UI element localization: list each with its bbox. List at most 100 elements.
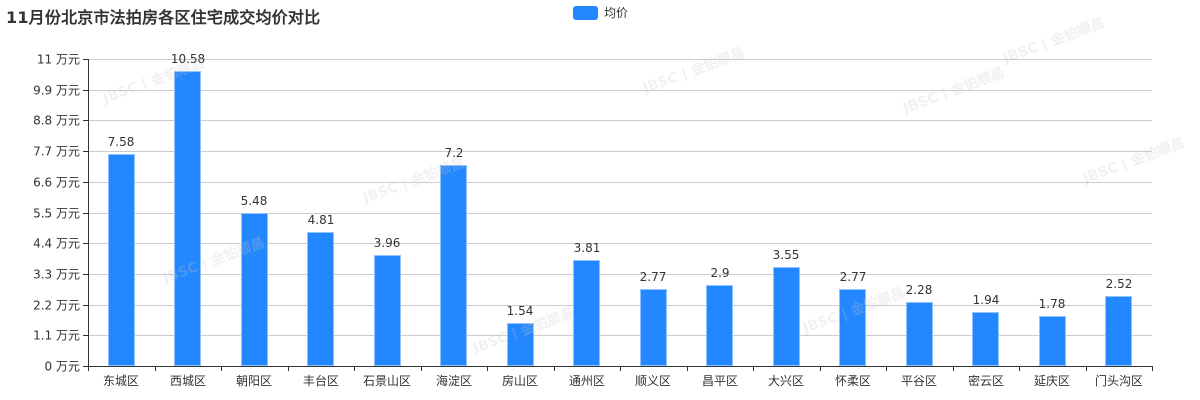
gridline: [88, 90, 1152, 91]
bar-value-label: 2.77: [639, 270, 667, 284]
x-axis-tick: [1152, 366, 1153, 371]
x-axis-tick: [620, 366, 621, 371]
bar-value-label: 2.77: [839, 270, 867, 284]
y-axis-label: 9.9 万元: [33, 83, 80, 98]
x-axis-tick: [421, 366, 422, 371]
bar-value-label: 4.81: [307, 213, 335, 227]
y-axis-label: 1.1 万元: [33, 328, 80, 343]
legend-swatch: [573, 5, 598, 20]
x-axis-tick: [687, 366, 688, 371]
x-axis-tick: [820, 366, 821, 371]
x-axis-tick: [354, 366, 355, 371]
bar-10[interactable]: [773, 267, 800, 366]
x-axis-label: 大兴区: [767, 374, 804, 388]
bar-3[interactable]: [307, 232, 334, 366]
x-axis-label: 昌平区: [701, 374, 738, 388]
x-axis-tick: [288, 366, 289, 371]
y-axis-tick: [83, 305, 88, 306]
y-axis-label: 8.8 万元: [33, 113, 80, 128]
x-axis-tick: [221, 366, 222, 371]
y-axis-label: 6.6 万元: [33, 175, 80, 190]
gridline: [88, 182, 1152, 183]
bar-value-label: 10.58: [170, 52, 206, 66]
bar-value-label: 7.2: [444, 146, 464, 160]
bar-value-label: 1.54: [506, 304, 534, 318]
x-axis-tick: [1019, 366, 1020, 371]
bar-15[interactable]: [1105, 296, 1132, 366]
bar-8[interactable]: [640, 289, 667, 366]
x-axis-label: 朝阳区: [235, 374, 272, 388]
x-axis-label: 房山区: [501, 374, 538, 388]
y-axis-label: 4.4 万元: [33, 236, 80, 251]
bar-2[interactable]: [241, 213, 268, 366]
legend-label: 均价: [604, 6, 629, 20]
x-axis-tick: [953, 366, 954, 371]
gridline: [88, 243, 1152, 244]
y-axis-label: 5.5 万元: [33, 206, 80, 221]
x-axis-tick: [88, 366, 89, 371]
legend-item-avg-price[interactable]: 均价: [573, 4, 628, 21]
bar-13[interactable]: [972, 312, 999, 366]
y-axis-tick: [83, 213, 88, 214]
bar-4[interactable]: [374, 255, 401, 366]
bar-11[interactable]: [839, 289, 866, 366]
y-axis-tick: [83, 120, 88, 121]
y-axis-tick: [83, 59, 88, 60]
bar-value-label: 3.55: [772, 248, 800, 262]
bar-value-label: 2.9: [710, 266, 730, 280]
bar-value-label: 2.52: [1105, 277, 1133, 291]
gridline: [88, 213, 1152, 214]
gridline: [88, 274, 1152, 275]
watermark: JBSC | 金铂顺昌: [1080, 135, 1187, 187]
y-axis-tick: [83, 335, 88, 336]
gridline: [88, 151, 1152, 152]
x-axis-label: 门头沟区: [1094, 374, 1143, 388]
x-axis-label: 通州区: [568, 374, 605, 388]
chart-title: 11月份北京市法拍房各区住宅成交均价对比: [6, 8, 321, 27]
bar-value-label: 3.81: [573, 241, 601, 255]
x-axis-label: 西城区: [169, 374, 206, 388]
bar-14[interactable]: [1039, 316, 1066, 366]
bar-value-label: 3.96: [373, 236, 401, 250]
x-axis-label: 延庆区: [1033, 374, 1070, 388]
bar-value-label: 2.28: [905, 283, 933, 297]
bar-0[interactable]: [108, 154, 135, 366]
y-axis-tick: [83, 243, 88, 244]
x-axis-tick: [554, 366, 555, 371]
y-axis-line: [88, 59, 89, 367]
y-axis-label: 3.3 万元: [33, 267, 80, 282]
y-axis-tick: [83, 90, 88, 91]
bar-value-label: 1.78: [1038, 297, 1066, 311]
x-axis-label: 平谷区: [900, 374, 937, 388]
x-axis-tick: [155, 366, 156, 371]
gridline: [88, 120, 1152, 121]
y-axis-tick: [83, 151, 88, 152]
y-axis-label: 2.2 万元: [33, 298, 80, 313]
x-axis-label: 海淀区: [435, 374, 472, 388]
bar-12[interactable]: [906, 302, 933, 366]
bar-7[interactable]: [573, 260, 600, 366]
x-axis-label: 丰台区: [302, 374, 339, 388]
x-axis-tick: [1086, 366, 1087, 371]
y-axis-tick: [83, 274, 88, 275]
bar-1[interactable]: [174, 71, 201, 366]
x-axis-tick: [753, 366, 754, 371]
bar-value-label: 7.58: [107, 135, 135, 149]
x-axis-tick: [487, 366, 488, 371]
bar-5[interactable]: [440, 165, 467, 366]
gridline: [88, 59, 1152, 60]
bar-value-label: 5.48: [240, 194, 268, 208]
y-axis-label: 0 万元: [44, 359, 80, 374]
y-axis-tick: [83, 182, 88, 183]
x-axis-tick: [886, 366, 887, 371]
gridline: [88, 305, 1152, 306]
x-axis-label: 东城区: [102, 374, 139, 388]
y-axis-tick: [83, 366, 88, 367]
bar-6[interactable]: [507, 323, 534, 366]
x-axis-label: 怀柔区: [834, 374, 871, 388]
gridline: [88, 335, 1152, 336]
bar-value-label: 1.94: [972, 293, 1000, 307]
bar-9[interactable]: [706, 285, 733, 366]
x-axis-label: 石景山区: [362, 374, 411, 388]
y-axis-label: 7.7 万元: [33, 144, 80, 159]
